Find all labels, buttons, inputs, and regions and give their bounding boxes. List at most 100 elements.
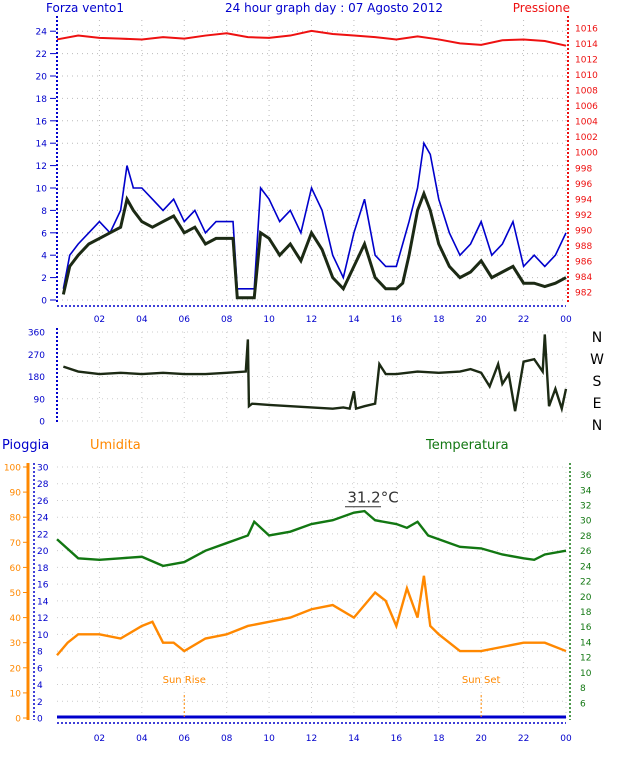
humidity-tick-label: 22 [37,530,48,540]
compass-label: E [593,396,602,412]
right-tick-label: 1012 [575,55,598,65]
x-tick-label: 18 [433,315,445,325]
rain-tick-label: 50 [10,589,22,599]
x-tick-label: 22 [518,734,529,744]
temperature-tick-label: 34 [580,486,592,496]
humidity-tick-label: 6 [37,664,43,674]
temperature-tick-label: 20 [580,593,592,603]
rain-axis-title: Pioggia [2,438,49,453]
rain-tick-label: 30 [10,639,22,649]
direction-tick-label: 90 [34,395,46,405]
humidity-tick-label: 16 [37,581,49,591]
temperature-tick-label: 32 [580,502,591,512]
x-tick-label: 14 [348,734,360,744]
humidity-tick-label: 4 [37,681,43,691]
rain-tick-label: 90 [10,489,22,499]
rain-tick-label: 80 [10,514,22,524]
x-tick-label: 08 [221,315,233,325]
temperature-tick-label: 30 [580,517,592,527]
x-tick-label: 20 [475,734,487,744]
x-tick-label: 00 [560,315,572,325]
compass-label: W [590,352,604,368]
wind-average-line [61,189,567,300]
left-tick-label: 4 [41,252,47,262]
temperature-line [56,509,567,568]
wind-gust-line [62,140,567,290]
right-tick-label: 990 [575,227,592,237]
right-tick-label: 1004 [575,118,598,128]
left-tick-label: 14 [36,140,48,150]
x-tick-label: 12 [306,315,317,325]
x-tick-label: 00 [560,734,572,744]
temperature-tick-label: 12 [580,654,591,664]
wind-panel-series [56,29,567,300]
humidity-tick-label: 28 [37,480,49,490]
climate-axes: 0102030405060708090100024681012141618202… [4,463,592,744]
compass-label: N [592,330,602,346]
humidity-tick-label: 18 [37,564,49,574]
climate-annotations: 31.2°C Sun Rise Sun Set [163,489,501,718]
x-tick-label: 16 [391,734,403,744]
rain-tick-label: 40 [10,614,22,624]
x-tick-label: 16 [391,315,403,325]
rain-tick-label: 0 [15,715,21,725]
wind-pressure-panel: Forza vento1 24 hour graph day : 07 Agos… [36,1,599,325]
rain-tick-label: 100 [4,464,21,474]
left-tick-label: 2 [41,274,47,284]
direction-tick-label: 180 [28,373,45,383]
right-tick-label: 994 [575,195,592,205]
direction-tick-label: 360 [28,329,45,339]
x-tick-label: 02 [94,734,105,744]
humidity-tick-label: 12 [37,614,48,624]
x-tick-label: 10 [263,315,275,325]
wind-panel-gridlines [57,20,567,301]
x-tick-label: 22 [518,315,529,325]
humidity-tick-label: 20 [37,547,49,557]
x-tick-label: 12 [306,734,317,744]
humidity-tick-label: 10 [37,631,49,641]
humidity-line [56,575,567,657]
right-tick-label: 982 [575,289,592,299]
x-tick-label: 06 [179,315,191,325]
left-tick-label: 0 [41,297,47,307]
right-tick-label: 1000 [575,149,598,159]
x-tick-label: 04 [136,315,148,325]
temperature-tick-label: 36 [580,471,592,481]
compass-label: N [592,418,602,434]
temperature-tick-label: 14 [580,638,592,648]
sun-event-label: Sun Rise [163,675,206,686]
temperature-tick-label: 22 [580,578,591,588]
compass-label: S [593,374,602,390]
x-tick-label: 14 [348,315,360,325]
humidity-tick-label: 0 [37,715,43,725]
humidity-tick-label: 8 [37,648,43,658]
left-tick-label: 22 [36,50,47,60]
temperature-tick-label: 8 [580,684,586,694]
temperature-axis-title: Temperatura [425,438,509,453]
right-tick-label: 1014 [575,40,598,50]
direction-axes: 0 90 180 270 360 [28,328,58,428]
direction-series [62,334,568,414]
right-tick-label: 986 [575,258,592,268]
rain-tick-label: 60 [10,564,22,574]
left-tick-label: 24 [36,28,48,38]
right-tick-label: 1010 [575,71,598,81]
pressure-line [56,29,567,47]
left-tick-label: 10 [36,185,48,195]
left-tick-label: 18 [36,95,48,105]
max-temperature-label: 31.2°C [347,489,398,507]
right-tick-label: 998 [575,164,592,174]
climate-gridlines [57,466,567,719]
right-tick-label: 1006 [575,102,598,112]
sun-event-label: Sun Set [462,675,501,686]
direction-tick-label: 0 [39,418,45,428]
left-tick-label: 6 [41,229,47,239]
left-tick-label: 8 [41,207,47,217]
chart-title: 24 hour graph day : 07 Agosto 2012 [225,1,443,15]
right-tick-label: 984 [575,273,592,283]
right-tick-label: 1002 [575,133,598,143]
pressure-axis-title: Pressione [513,1,570,15]
humidity-tick-label: 30 [37,464,49,474]
